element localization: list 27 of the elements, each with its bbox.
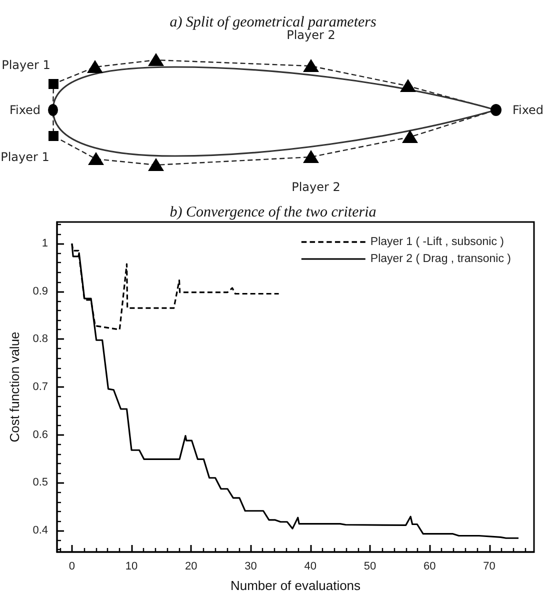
- x-tick-label: 20: [185, 560, 198, 572]
- text: a) Split of geometrical parameters: [170, 14, 376, 30]
- y-tick-label: 0.9: [32, 285, 48, 298]
- legend-label: Player 1 ( -Lift , subsonic ): [370, 236, 504, 248]
- y-tick-label: 0.6: [32, 428, 48, 441]
- chart-title: b) Convergence of the two criteria: [170, 204, 376, 220]
- text: Fixed: [9, 103, 41, 117]
- y-tick-label: 0.5: [32, 476, 48, 489]
- x-tick-label: 40: [304, 560, 317, 572]
- x-tick-label: 50: [364, 560, 376, 572]
- x-tick-label: 70: [483, 560, 496, 572]
- text: Player 1: [2, 58, 50, 72]
- x-axis-title: Number of evaluations: [230, 578, 362, 593]
- x-tick-label: 60: [424, 560, 436, 572]
- y-tick-label: 0.4: [32, 524, 48, 536]
- y-tick-label: 0.7: [32, 381, 48, 393]
- y-tick-label: 0.8: [32, 333, 48, 346]
- text: Fixed: [512, 103, 544, 117]
- text: Player 2: [286, 28, 336, 42]
- legend-label: Player 2 ( Drag , transonic ): [370, 253, 512, 265]
- x-tick-label: 30: [244, 560, 257, 572]
- y-tick-label: 1: [42, 238, 48, 250]
- text: Player 1: [0, 150, 50, 164]
- x-tick-label: 10: [125, 560, 138, 572]
- text: Player 2: [292, 180, 340, 194]
- y-axis-title: Cost function value: [7, 332, 22, 442]
- x-tick-label: 0: [68, 560, 75, 572]
